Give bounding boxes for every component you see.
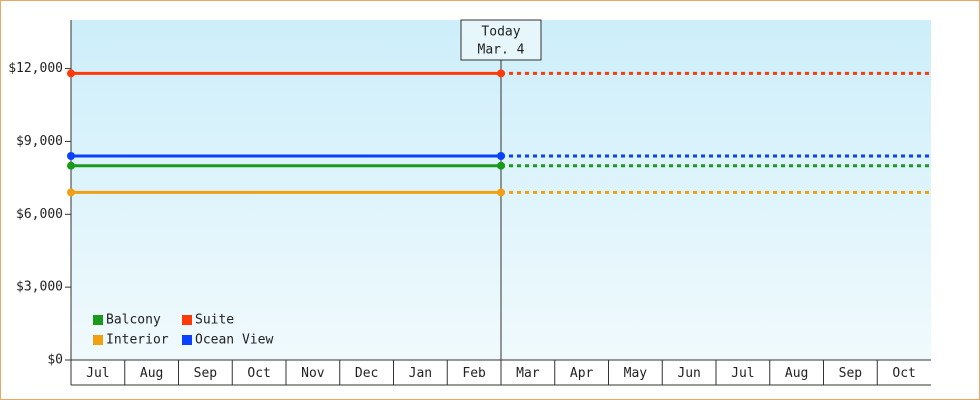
x-tick-label: Jun: [677, 366, 700, 381]
x-tick-label: Dec: [355, 366, 378, 381]
x-tick-label: Aug: [140, 366, 163, 381]
x-tick-label: Nov: [301, 366, 325, 381]
x-tick-label: Sep: [194, 366, 218, 381]
point: [67, 161, 75, 170]
x-tick-label: Mar: [516, 366, 540, 381]
annotation: Mar. 4: [478, 43, 525, 58]
legend-label: Suite: [195, 313, 234, 328]
x-tick-label: Sep: [839, 366, 863, 381]
x-tick-label: Oct: [892, 366, 915, 381]
legend-label: Balcony: [106, 313, 161, 328]
legend-swatch: [182, 315, 192, 325]
y-tick-label: $0: [47, 353, 63, 368]
legend-swatch: [93, 315, 103, 325]
point: [497, 69, 505, 78]
point: [67, 69, 75, 78]
y-tick-label: $9,000: [16, 134, 63, 149]
x-tick-label: Aug: [785, 366, 808, 381]
point: [497, 188, 505, 197]
point: [67, 188, 75, 197]
point: [67, 152, 75, 160]
annotation: Today: [481, 25, 520, 40]
x-tick-label: Apr: [570, 366, 594, 381]
x-tick-label: Oct: [247, 366, 270, 381]
x-tick-label: Feb: [462, 366, 486, 381]
point: [497, 161, 505, 170]
y-tick-label: $12,000: [8, 61, 63, 76]
x-tick-label: Jan: [409, 366, 432, 381]
legend-label: Ocean View: [195, 333, 273, 348]
legend-label: Interior: [106, 333, 169, 348]
x-tick-label: May: [624, 366, 648, 381]
y-tick-label: $6,000: [16, 207, 63, 222]
y-tick-label: $3,000: [16, 280, 63, 295]
legend-swatch: [182, 335, 192, 345]
x-tick-label: Jul: [86, 366, 109, 381]
point: [497, 152, 505, 160]
today-box: [460, 19, 542, 61]
x-tick-label: Jul: [731, 366, 754, 381]
legend-swatch: [93, 335, 103, 345]
